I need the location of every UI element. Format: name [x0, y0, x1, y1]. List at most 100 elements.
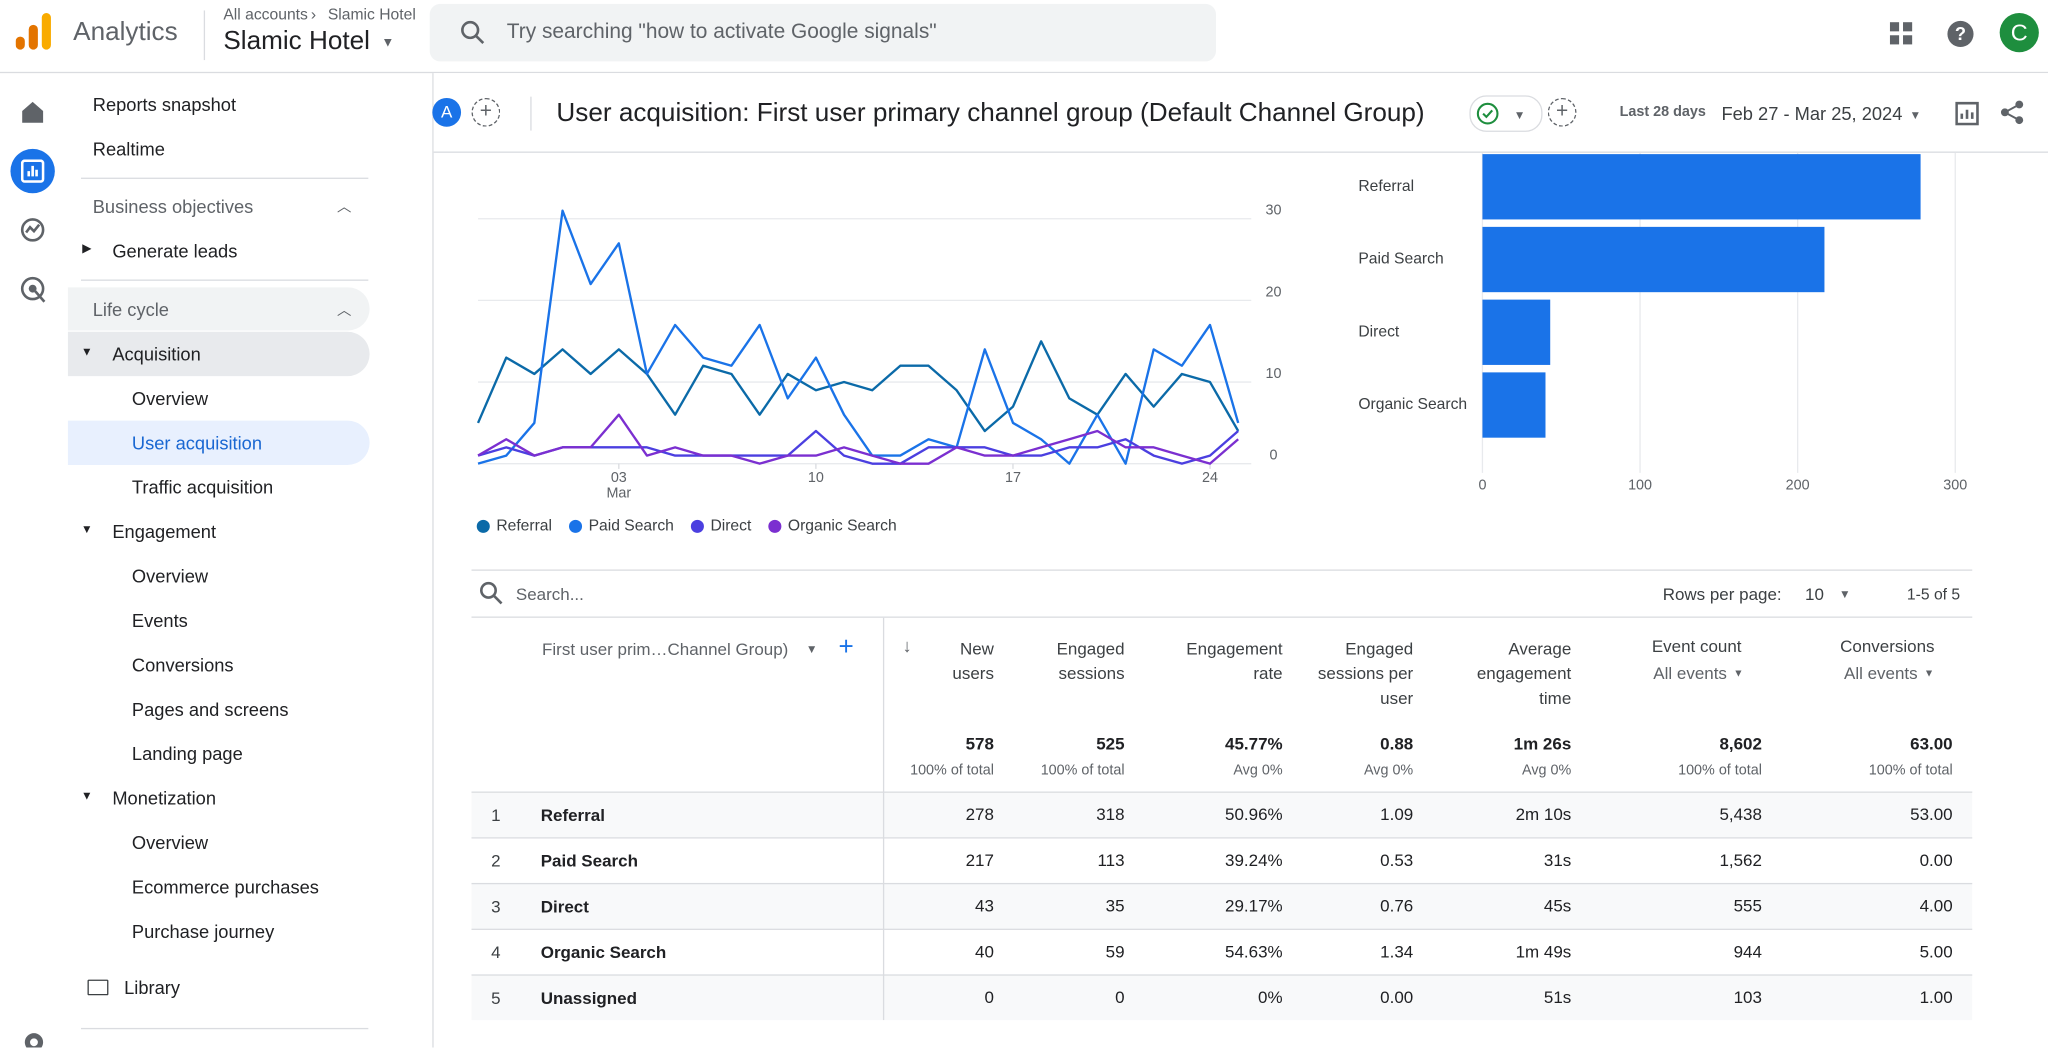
product-name: Analytics: [73, 17, 178, 47]
x-tick-label: 03: [611, 470, 627, 486]
nav-item[interactable]: Pages and screens: [131, 698, 289, 720]
date-range[interactable]: Feb 27 - Mar 25, 2024: [1721, 103, 1903, 125]
help-icon[interactable]: ?: [1946, 20, 1975, 49]
row-value: 1.34: [1380, 941, 1414, 961]
bar: [1482, 154, 1921, 220]
row-index: 2: [491, 850, 501, 870]
table-row[interactable]: [471, 882, 1973, 929]
total-note: 100% of total: [910, 762, 994, 779]
nav-item[interactable]: Overview: [131, 387, 209, 409]
row-value: 40: [975, 941, 994, 961]
line-series: [476, 340, 1240, 433]
row-value: 35: [1105, 895, 1125, 915]
nav-item: Life cycle: [92, 299, 169, 320]
row-index: 1: [491, 804, 501, 825]
row-value: 59: [1105, 941, 1125, 961]
nav-item[interactable]: Reports snapshot: [92, 94, 237, 115]
table-row[interactable]: [471, 837, 1973, 883]
bar: [1482, 226, 1825, 293]
comparison-badge[interactable]: A: [432, 97, 462, 127]
column-filter[interactable]: All events: [1653, 663, 1727, 684]
advertising-icon[interactable]: [20, 276, 49, 305]
nav-item[interactable]: Library: [124, 976, 180, 998]
breadcrumb-sep: ›: [310, 5, 317, 24]
row-dimension: Direct: [540, 895, 589, 916]
apps-icon[interactable]: [1889, 21, 1915, 47]
x-tick-label: 0: [1478, 478, 1486, 494]
row-value: 1,562: [1719, 849, 1762, 870]
breadcrumb[interactable]: Slamic Hotel: [327, 5, 416, 24]
nav-item[interactable]: User acquisition: [131, 432, 263, 454]
nav-item[interactable]: Overview: [131, 565, 209, 587]
customize-icon[interactable]: [1955, 99, 1981, 126]
row-value: 0.76: [1380, 895, 1414, 915]
x-tick-label: 300: [1943, 478, 1967, 494]
nav-item[interactable]: Monetization: [112, 787, 217, 809]
nav-item[interactable]: Overview: [131, 831, 209, 853]
nav-item[interactable]: Generate leads: [112, 240, 238, 262]
status-chip[interactable]: [1469, 95, 1543, 132]
add-dimension[interactable]: +: [838, 632, 854, 662]
total-value: 1m 26s: [1513, 734, 1572, 754]
sidebar-border: [432, 73, 434, 1048]
expand-icon: ▼: [80, 344, 93, 358]
nav-item[interactable]: Events: [131, 609, 188, 631]
search-box[interactable]: [429, 3, 1216, 62]
row-value: 944: [1733, 941, 1762, 961]
top-bar: [0, 0, 2048, 74]
row-value: 51s: [1543, 986, 1572, 1007]
dimension-header[interactable]: First user prim…Channel Group): [542, 639, 789, 659]
table-search[interactable]: Search...: [515, 584, 584, 605]
line-series: [477, 429, 1239, 465]
nav-item[interactable]: Conversions: [131, 654, 234, 676]
property-selector[interactable]: Slamic Hotel: [223, 26, 370, 56]
caret: ▼: [1923, 667, 1935, 680]
table-row[interactable]: [471, 791, 1973, 838]
x-tick-label: 100: [1628, 478, 1652, 494]
caret: ▼: [1909, 108, 1922, 122]
nav-item[interactable]: Ecommerce purchases: [131, 876, 319, 898]
x-month-label: Mar: [606, 486, 631, 502]
nav-item[interactable]: Landing page: [131, 743, 243, 765]
add-comparison[interactable]: +: [471, 97, 501, 127]
check-icon: [1476, 102, 1499, 125]
row-value: 5,438: [1719, 803, 1762, 824]
nav-item[interactable]: Engagement: [112, 521, 217, 543]
row-value: 1.00: [1919, 986, 1953, 1007]
table-row[interactable]: [471, 974, 1973, 1021]
nav-item[interactable]: Realtime: [92, 138, 165, 160]
row-value: 0: [1115, 986, 1125, 1007]
share-icon[interactable]: [2000, 99, 2026, 125]
column-header[interactable]: Engaged sessions: [1056, 638, 1125, 684]
settings-icon[interactable]: [21, 1029, 47, 1048]
selected-bg: [67, 331, 370, 377]
row-dimension: Referral: [540, 804, 605, 825]
table-row[interactable]: [471, 928, 1973, 975]
row-value: 0.53: [1380, 849, 1414, 870]
column-header[interactable]: Average engagement time: [1476, 638, 1572, 708]
column-header[interactable]: Engagement rate: [1186, 638, 1283, 684]
nav-item[interactable]: Purchase journey: [131, 920, 275, 942]
total-value: 525: [1096, 734, 1125, 754]
column-header[interactable]: New users: [952, 638, 994, 684]
breadcrumb[interactable]: All accounts: [223, 5, 308, 24]
column-header[interactable]: Event count: [1651, 636, 1742, 656]
column-header[interactable]: Engaged sessions per user: [1317, 638, 1414, 708]
rows-per-page[interactable]: 10: [1805, 584, 1824, 605]
nav-item[interactable]: Traffic acquisition: [131, 476, 274, 498]
rows-per-page-label: Rows per page:: [1662, 584, 1782, 605]
add-button[interactable]: +: [1547, 97, 1577, 127]
avatar[interactable]: C: [1999, 13, 2039, 53]
column-filter[interactable]: All events: [1843, 663, 1918, 684]
y-tick-label: 30: [1265, 203, 1281, 219]
pagination: 1-5 of 5: [1906, 585, 1961, 604]
collapse-icon: ︿: [336, 199, 352, 216]
column-header[interactable]: Conversions: [1840, 636, 1935, 656]
nav-item[interactable]: Acquisition: [112, 343, 201, 365]
explore-icon[interactable]: [20, 217, 46, 243]
home-icon[interactable]: [20, 99, 46, 125]
row-value: 39.24%: [1225, 849, 1283, 870]
y-tick-label: Organic Search: [1358, 396, 1467, 413]
y-tick-label: Direct: [1358, 323, 1400, 340]
row-value: 318: [1096, 803, 1125, 824]
